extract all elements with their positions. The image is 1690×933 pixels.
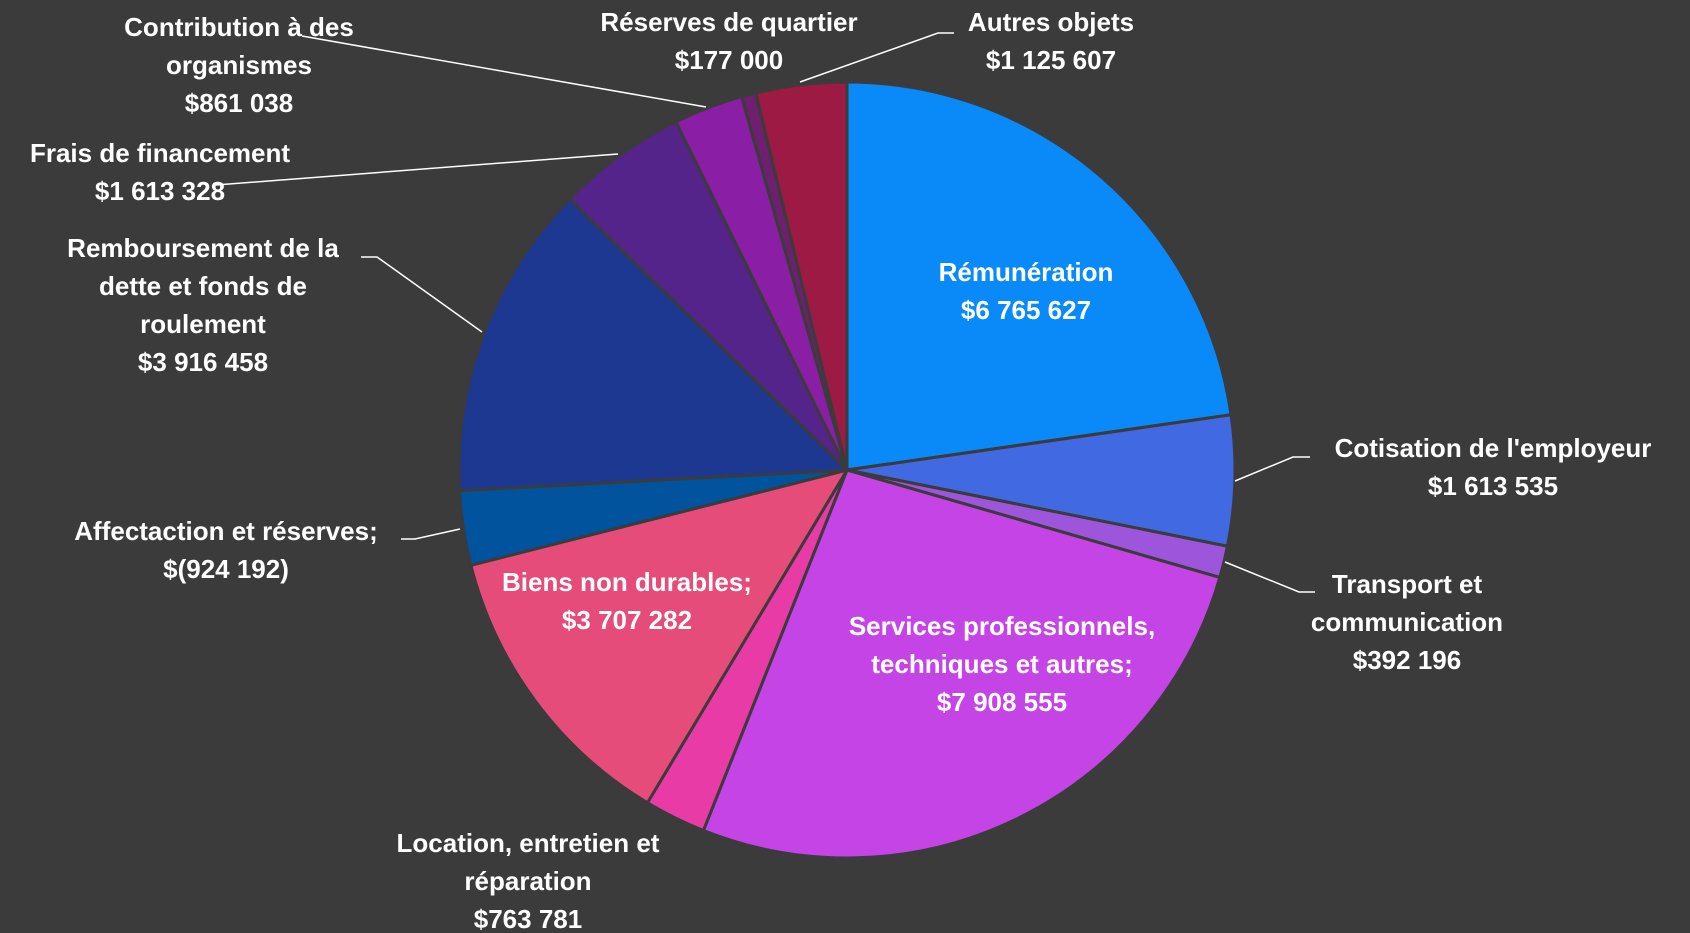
data-label: Affectaction et réserves; $(924 192) [26,512,426,588]
value-label: $3 707 282 [561,605,693,635]
data-label: Transport et communication $392 196 [1287,565,1527,679]
pie-slice [457,196,851,493]
category-label: Location, entretien et réparation [396,828,660,896]
data-label: Remboursement de la dette et fonds de ro… [43,229,363,381]
data-label: Location, entretien et réparation $763 78… [383,824,673,933]
leader-line [1224,561,1315,593]
pie-slice [701,468,1222,860]
pie-slice [753,80,849,471]
category-label: Contribution à des organismes [124,12,354,80]
category-label: Remboursement de la dette et fonds de ro… [67,233,339,339]
data-label: Rémunération $6 765 627 [876,253,1176,329]
value-label: $861 038 [184,88,294,118]
leader-line [799,32,954,83]
value-label: $6 765 627 [960,295,1092,325]
category-label: Rémunération [938,257,1114,287]
category-label: Cotisation de l'employeur [1334,433,1652,463]
pie-slice [567,119,849,472]
data-label: Frais de financement $1 613 328 [0,134,325,210]
data-label: Biens non durables; $3 707 282 [467,563,787,639]
pie-slice [845,80,1233,472]
category-label: Services professionnels, techniques et a… [848,611,1156,679]
pie-slice [469,467,851,805]
category-label: Biens non durables; [502,567,752,597]
leader-line [301,35,707,108]
data-label: Cotisation de l'employeur $1 613 535 [1303,429,1683,505]
pie-slice [846,413,1237,549]
leader-line [215,153,619,186]
category-label: Affectaction et réserves; [74,516,378,546]
data-label: Contribution à des organismes $861 038 [99,8,379,122]
value-label: $763 781 [473,904,583,933]
data-label: Autres objets $1 125 607 [921,3,1181,79]
value-label: $392 196 [1352,645,1462,675]
value-label: $1 613 535 [1427,471,1559,501]
leader-line [361,256,483,333]
data-label: Services professionnels, techniques et a… [822,607,1182,721]
value-label: $7 908 555 [936,687,1068,717]
category-label: Réserves de quartier [600,7,858,37]
value-label: $177 000 [674,45,784,75]
value-label: $1 125 607 [985,45,1117,75]
value-label: $3 916 458 [137,347,269,377]
data-label: Réserves de quartier $177 000 [569,3,889,79]
value-label: $(924 192) [163,554,289,584]
category-label: Autres objets [967,7,1135,37]
leader-line [1234,456,1310,482]
category-label: Frais de financement [29,138,291,168]
category-label: Transport et communication [1310,569,1504,637]
value-label: $1 613 328 [94,176,226,206]
leader-line [401,528,461,540]
